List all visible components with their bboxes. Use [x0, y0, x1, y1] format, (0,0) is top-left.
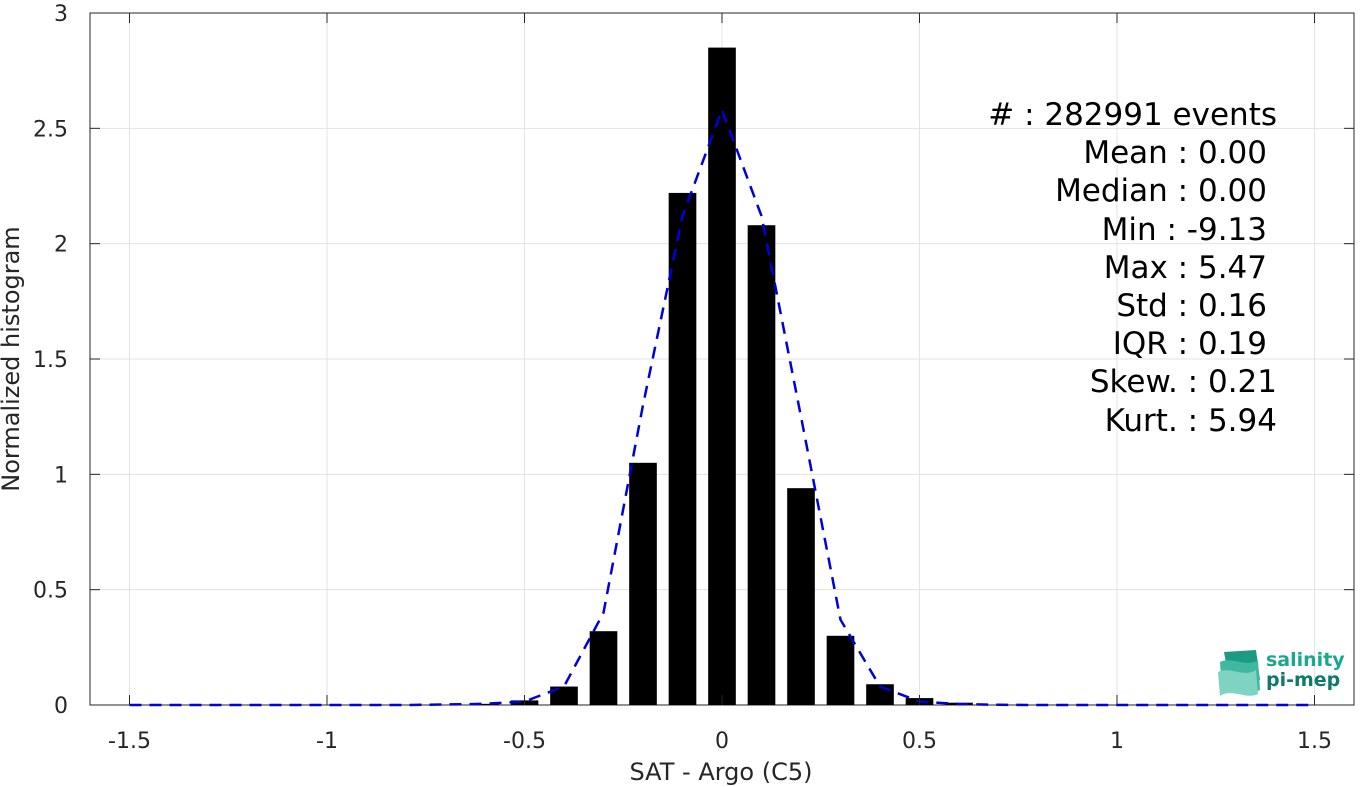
x-tick-label: 0 [715, 729, 729, 754]
x-tick-label: 1.5 [1297, 729, 1332, 754]
stat-count: # : 282991 events [988, 97, 1277, 133]
x-tick-label: -0.5 [503, 729, 546, 754]
wave-logo-icon [1218, 650, 1260, 696]
stat-mean: Mean : 0.00 [1083, 135, 1267, 171]
histogram-bar [747, 225, 776, 706]
salinity-pi-mep-logo: salinity pi-mep [1218, 649, 1345, 696]
histogram-bar [471, 703, 499, 705]
histogram-bar [787, 488, 815, 705]
histogram-bar [550, 686, 578, 705]
x-tick-label: 1 [1110, 729, 1124, 754]
histogram-bar [589, 631, 618, 705]
y-tick-label: 1.5 [33, 348, 68, 373]
stat-median: Median : 0.00 [1055, 173, 1267, 209]
stat-std: Std : 0.16 [1116, 288, 1267, 324]
y-tick-label: 3 [54, 2, 68, 27]
y-tick-label: 1 [54, 463, 68, 488]
x-axis-label: SAT - Argo (C5) [630, 758, 813, 786]
bars [471, 47, 973, 706]
logo-line2: pi-mep [1266, 669, 1340, 691]
stat-skew: Skew. : 0.21 [1090, 364, 1277, 400]
histogram-bar [826, 635, 855, 705]
stat-min: Min : -9.13 [1102, 212, 1267, 248]
histogram-bar [708, 47, 736, 706]
y-tick-label: 2 [54, 233, 68, 258]
stat-max: Max : 5.47 [1104, 250, 1267, 286]
y-tick-label: 0.5 [33, 579, 68, 604]
y-tick-label: 2.5 [33, 117, 68, 142]
x-tick-label: -1.5 [108, 729, 151, 754]
stat-kurt: Kurt. : 5.94 [1105, 403, 1277, 439]
y-axis-label: Normalized histogram [0, 226, 25, 491]
x-tick-label: 0.5 [902, 729, 937, 754]
logo-line1: salinity [1266, 649, 1345, 671]
ticks: -1.5 -1 -0.5 0 0.5 1 1.5 0 0.5 1 1.5 2 2.5 3 [33, 2, 1354, 754]
x-tick-label: -1 [316, 729, 338, 754]
histogram-bar [629, 462, 657, 705]
y-tick-label: 0 [54, 694, 68, 719]
histogram-bar [668, 192, 697, 706]
stat-iqr: IQR : 0.19 [1113, 326, 1267, 362]
stats-box: # : 282991 events Mean : 0.00 Median : 0… [988, 97, 1277, 439]
